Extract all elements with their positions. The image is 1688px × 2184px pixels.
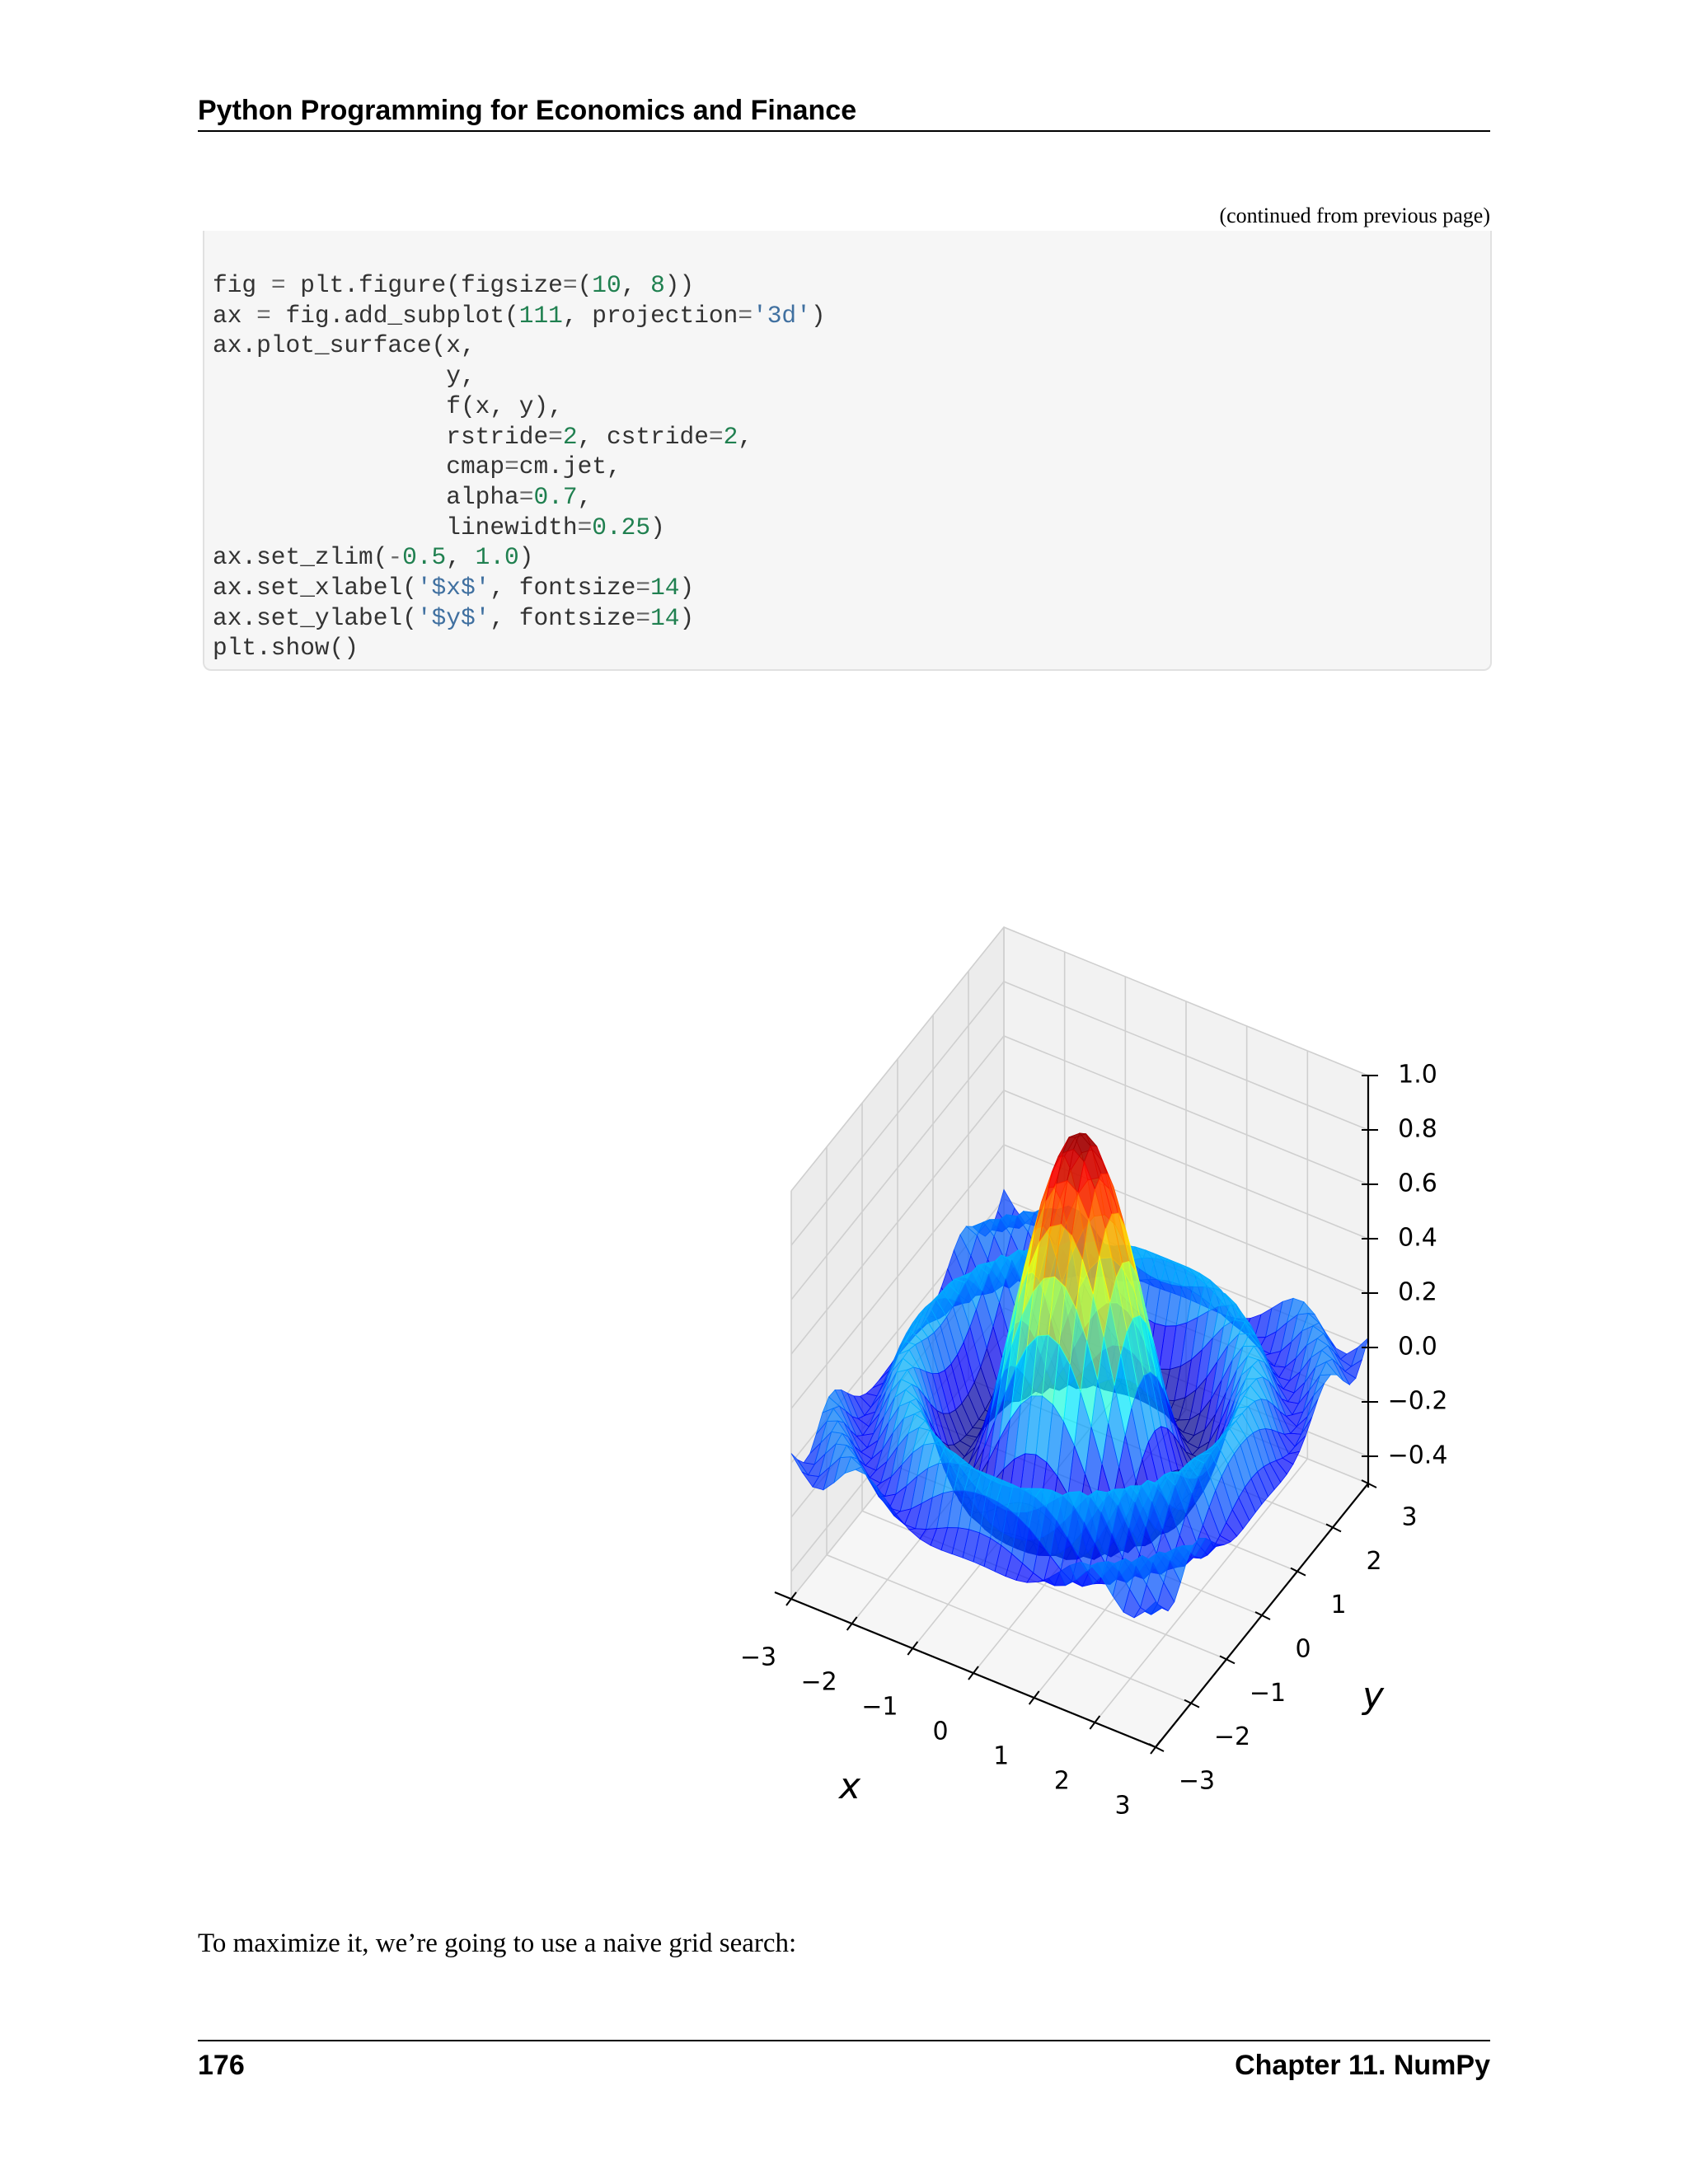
y-tick-label: −2: [1214, 1722, 1250, 1751]
y-tick-mark: [1254, 1611, 1271, 1620]
y-tick-mark: [1361, 1479, 1377, 1488]
z-tick-label: −0.2: [1388, 1387, 1448, 1416]
body-paragraph: To maximize it, we’re going to use a nai…: [198, 1929, 797, 1958]
z-tick-label: −0.4: [1388, 1441, 1448, 1470]
y-tick-label: −1: [1250, 1679, 1286, 1708]
z-tick-label: 0.6: [1398, 1169, 1437, 1198]
code-line: fig = plt.figure(figsize=(10, 8)): [213, 271, 695, 299]
y-tick-label: 2: [1366, 1547, 1381, 1576]
y-tick-mark: [1325, 1523, 1342, 1533]
chapter-title: Chapter 11. NumPy: [1235, 2050, 1490, 2081]
surface-plot: −3−2−10123−3−2−10123−0.4−0.20.00.20.40.6…: [740, 926, 1448, 1821]
running-title: Python Programming for Economics and Fin…: [198, 95, 857, 126]
code-line: ax.set_zlim(-0.5, 1.0): [213, 543, 534, 572]
x-tick-label: −3: [740, 1643, 776, 1672]
y-tick-mark: [1184, 1699, 1200, 1708]
x-tick-mark: [968, 1666, 979, 1680]
gridline-z: [790, 981, 1369, 1246]
gridline-z: [790, 926, 1369, 1192]
code-block[interactable]: fig = plt.figure(figsize=(10, 8)) ax = f…: [203, 231, 1492, 671]
x-tick-mark: [846, 1616, 858, 1631]
page-number: 176: [198, 2050, 245, 2081]
code-line: plt.show(): [213, 634, 359, 663]
gridline-y: [861, 1103, 1227, 1661]
x-tick-label: 3: [1114, 1792, 1130, 1821]
gridline-z: [790, 1144, 1369, 1409]
x-tick-label: −1: [861, 1693, 898, 1722]
code-line: f(x, y),: [213, 391, 563, 420]
y-tick-label: 0: [1295, 1635, 1311, 1664]
surface-plot-figure: −3 −2 −1 0 1 2 3 −3 −2 −1 0 1 2 3 −0.4 −0.2 0.0 0.2 0.4 0.6…: [247, 775, 1484, 1879]
code-line: ax.set_xlabel('$x$', fontsize=14): [213, 574, 695, 602]
x-tick-label: −2: [801, 1668, 837, 1697]
y-tick-mark: [1290, 1567, 1306, 1577]
z-tick-label: 0.8: [1398, 1115, 1437, 1144]
y-tick-mark: [1219, 1655, 1236, 1665]
z-tick-label: 1.0: [1398, 1061, 1437, 1090]
code-line: ax = fig.add_subplot(111, projection='3d…: [213, 301, 826, 330]
code-line: alpha=0.7,: [213, 482, 593, 511]
x-tick-label: 2: [1054, 1767, 1070, 1796]
code-line: cmap=cm.jet,: [213, 452, 621, 481]
surface-facet: [1144, 1601, 1163, 1615]
y-tick-label: 3: [1401, 1503, 1417, 1532]
y-tick-label: 1: [1330, 1591, 1346, 1619]
z-tick-label: 0.0: [1398, 1333, 1437, 1361]
z-tick-label: 0.4: [1398, 1224, 1437, 1253]
y-tick-mark: [1148, 1743, 1165, 1752]
code-line: rstride=2, cstride=2,: [213, 422, 753, 451]
footer-rule: [198, 2040, 1490, 2041]
code-line: linewidth=0.25): [213, 513, 665, 541]
gridline-y: [826, 1146, 1192, 1704]
x-tick-label: 1: [993, 1742, 1009, 1771]
gridline-z: [790, 1035, 1369, 1301]
code-line: y,: [213, 362, 476, 391]
code-line: ax.plot_surface(x,: [213, 331, 476, 360]
y-axis-label: y: [1361, 1675, 1385, 1717]
surface-mesh: [790, 1132, 1369, 1619]
gridline-z: [790, 1090, 1369, 1355]
x-tick-mark: [907, 1641, 919, 1656]
x-tick-label: 0: [932, 1718, 948, 1746]
x-tick-mark: [1089, 1715, 1101, 1730]
x-tick-mark: [1028, 1690, 1040, 1705]
z-tick-label: 0.2: [1398, 1278, 1437, 1307]
code-listing: fig = plt.figure(figsize=(10, 8)) ax = f…: [213, 270, 826, 663]
code-line: ax.set_ylabel('$y$', fontsize=14): [213, 603, 695, 632]
continued-note: (continued from previous page): [1219, 204, 1490, 227]
y-tick-label: −3: [1179, 1767, 1215, 1796]
x-axis-line: [774, 1591, 1156, 1749]
x-tick-mark: [785, 1591, 797, 1606]
x-axis-label: x: [837, 1765, 861, 1807]
header-rule: [198, 130, 1490, 132]
